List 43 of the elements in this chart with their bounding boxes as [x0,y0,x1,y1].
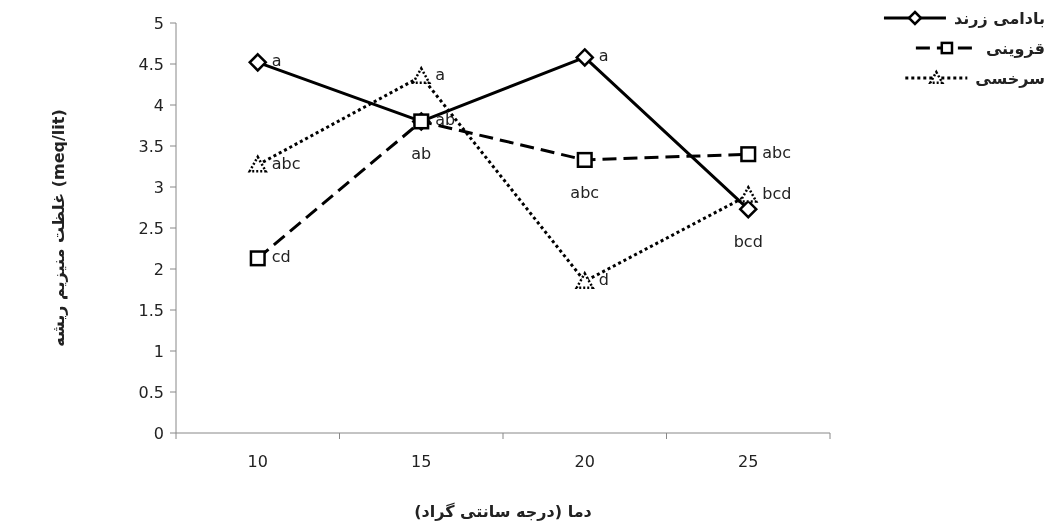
x-tick-label: 25 [738,452,759,471]
x-axis-title: دما (درجه سانتی گراد) [414,502,592,521]
data-label: a [435,65,446,85]
data-label: a [271,51,282,71]
point [248,155,267,173]
y-tick-label: 3 [153,178,164,197]
y-tick-label: 2.5 [138,219,164,238]
point [576,151,593,168]
point [412,67,431,84]
data-label: abc [271,153,301,173]
y-tick-label: 1.5 [138,301,164,320]
legend-label: سرخسی [975,69,1045,88]
point [249,250,266,267]
point [575,272,594,289]
data-label: d [598,270,609,290]
y-tick-label: 4.5 [138,55,164,74]
point [739,199,758,219]
x-tick-label: 10 [247,452,268,471]
data-label: abc [570,182,600,202]
y-tick-label: 4 [153,96,164,115]
data-label: ab [411,144,432,164]
data-label: bcd [733,232,763,252]
point [248,53,267,72]
point [739,185,758,203]
x-tick-label: 20 [574,452,595,471]
data-label: ab [435,110,456,130]
y-tick-label: 3.5 [138,137,164,156]
data-label: a [598,46,609,66]
y-tick-label: 5 [153,14,164,33]
y-tick-label: 2 [153,260,164,279]
y-axis-title: غلظت منیزیم ریشه (meq/lit) [49,109,68,347]
x-tick-label: 15 [411,452,432,471]
y-tick-label: 0.5 [138,383,164,402]
data-label: cd [271,247,291,267]
y-tick-label: 1 [153,342,164,361]
point [740,146,757,163]
data-label: bcd [762,184,792,204]
legend-label: قزوینی [985,39,1045,58]
legend-label: بادامی زرند [953,9,1045,28]
point [413,113,430,130]
y-tick-label: 0 [153,424,164,443]
point [575,48,594,67]
data-label: abc [762,143,792,163]
